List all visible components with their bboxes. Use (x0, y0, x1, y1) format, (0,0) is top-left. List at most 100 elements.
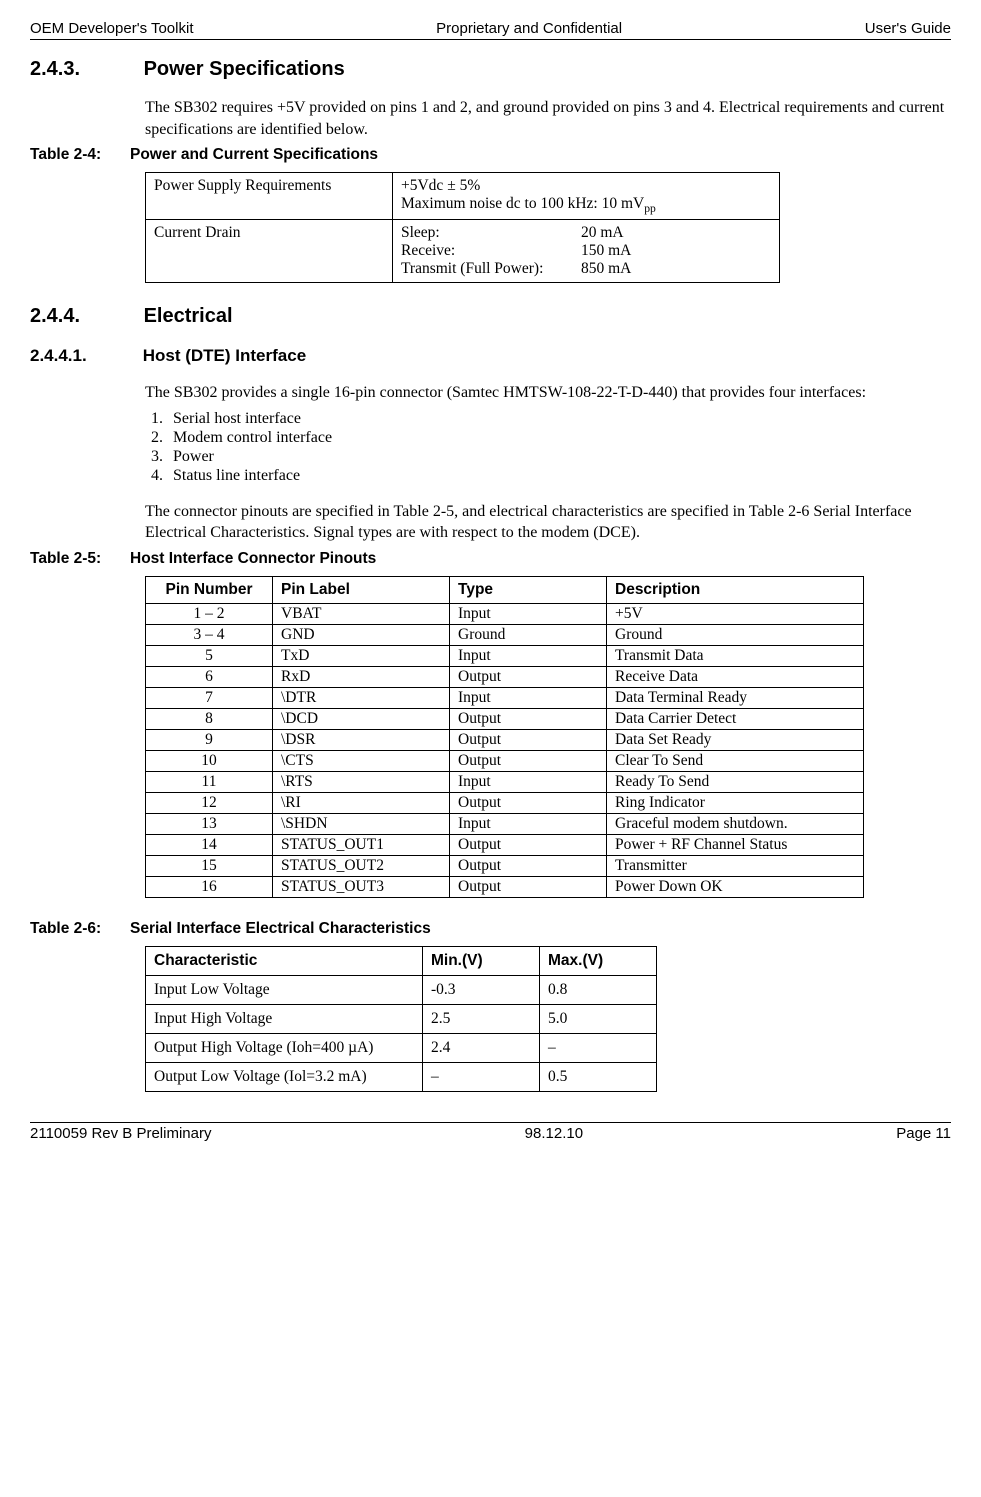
drain-value: 150 mA (581, 242, 771, 260)
table-cell: 3 – 4 (146, 625, 273, 646)
table-cell: Output (450, 877, 607, 898)
table-cell: Input (450, 814, 607, 835)
table-cell: Input Low Voltage (146, 976, 423, 1005)
table-cell: Input (450, 646, 607, 667)
table-row: Output Low Voltage (Iol=3.2 mA)–0.5 (146, 1063, 657, 1092)
table-cell: \DSR (273, 730, 450, 751)
header-right: User's Guide (865, 20, 951, 37)
table-cell: Output (450, 835, 607, 856)
column-header: Pin Number (146, 577, 273, 604)
table-label: Table 2-6: (30, 920, 130, 938)
table-row: 5TxDInputTransmit Data (146, 646, 864, 667)
page-header: OEM Developer's Toolkit Proprietary and … (30, 20, 951, 40)
footer-left: 2110059 Rev B Preliminary (30, 1125, 211, 1142)
table-cell: +5V (607, 604, 864, 625)
subscript: pp (644, 202, 656, 215)
heading-2-4-3: 2.4.3. Power Specifications (30, 58, 951, 81)
column-header: Max.(V) (540, 947, 657, 976)
drain-value: 20 mA (581, 224, 771, 242)
table-row: 11\RTSInputReady To Send (146, 772, 864, 793)
table-cell: Power Down OK (607, 877, 864, 898)
table-cell: 1 – 2 (146, 604, 273, 625)
table-cell: Output (450, 751, 607, 772)
table-row: 9\DSROutputData Set Ready (146, 730, 864, 751)
table-title: Host Interface Connector Pinouts (130, 550, 376, 568)
table-cell: \RI (273, 793, 450, 814)
table-2-4: Power Supply Requirements +5Vdc ± 5% Max… (145, 172, 780, 283)
table-row: Output High Voltage (Ioh=400 µA)2.4– (146, 1034, 657, 1063)
table-cell: TxD (273, 646, 450, 667)
column-header: Description (607, 577, 864, 604)
table-cell: Receive Data (607, 667, 864, 688)
table-row: Current Drain Sleep:20 mAReceive:150 mAT… (146, 220, 780, 283)
table-cell: GND (273, 625, 450, 646)
heading-2-4-4-1: 2.4.4.1. Host (DTE) Interface (30, 346, 951, 366)
table-cell: Transmitter (607, 856, 864, 877)
heading-2-4-4: 2.4.4. Electrical (30, 305, 951, 328)
table-row: Input High Voltage2.55.0 (146, 1005, 657, 1034)
footer-right: Page 11 (896, 1125, 951, 1142)
table-cell: 9 (146, 730, 273, 751)
table-cell: STATUS_OUT3 (273, 877, 450, 898)
table-cell: Data Carrier Detect (607, 709, 864, 730)
table-cell: 5 (146, 646, 273, 667)
heading-number: 2.4.3. (30, 58, 138, 81)
table-cell: 14 (146, 835, 273, 856)
table-cell: 7 (146, 688, 273, 709)
table-header-row: Pin NumberPin LabelTypeDescription (146, 577, 864, 604)
footer-center: 98.12.10 (525, 1125, 583, 1142)
table-cell: 16 (146, 877, 273, 898)
table-cell: Data Terminal Ready (607, 688, 864, 709)
table-cell: 2.5 (423, 1005, 540, 1034)
column-header: Min.(V) (423, 947, 540, 976)
list-item: Modem control interface (167, 429, 951, 447)
table-cell: \CTS (273, 751, 450, 772)
table-label: Table 2-4: (30, 146, 130, 164)
drain-value: 850 mA (581, 260, 771, 278)
table-2-4-caption: Table 2-4: Power and Current Specificati… (30, 146, 951, 164)
table-cell: 8 (146, 709, 273, 730)
table-cell: Ground (607, 625, 864, 646)
table-cell: Power + RF Channel Status (607, 835, 864, 856)
table-row: 3 – 4GNDGroundGround (146, 625, 864, 646)
table-row: 6RxDOutputReceive Data (146, 667, 864, 688)
table-row: 14STATUS_OUT1OutputPower + RF Channel St… (146, 835, 864, 856)
table-cell: – (540, 1034, 657, 1063)
table-row: Input Low Voltage-0.30.8 (146, 976, 657, 1005)
table-cell: \DTR (273, 688, 450, 709)
table-cell: 0.5 (540, 1063, 657, 1092)
table-cell: -0.3 (423, 976, 540, 1005)
table-cell: Output (450, 667, 607, 688)
table-cell: \RTS (273, 772, 450, 793)
table-2-6: CharacteristicMin.(V)Max.(V)Input Low Vo… (145, 946, 657, 1092)
table-2-5: Pin NumberPin LabelTypeDescription1 – 2V… (145, 576, 864, 898)
heading-number: 2.4.4.1. (30, 346, 138, 366)
cell-label: Current Drain (146, 220, 393, 283)
page-footer: 2110059 Rev B Preliminary 98.12.10 Page … (30, 1122, 951, 1142)
table-title: Power and Current Specifications (130, 146, 378, 164)
para-power-spec: The SB302 requires +5V provided on pins … (145, 97, 951, 140)
table-cell: VBAT (273, 604, 450, 625)
table-cell: Output Low Voltage (Iol=3.2 mA) (146, 1063, 423, 1092)
table-cell: 2.4 (423, 1034, 540, 1063)
list-item: Power (167, 448, 951, 466)
table-cell: Data Set Ready (607, 730, 864, 751)
table-cell: \SHDN (273, 814, 450, 835)
table-cell: 15 (146, 856, 273, 877)
table-header-row: CharacteristicMin.(V)Max.(V) (146, 947, 657, 976)
table-cell: 11 (146, 772, 273, 793)
table-row: 10\CTSOutputClear To Send (146, 751, 864, 772)
text: +5Vdc ± 5% (401, 177, 480, 194)
drain-key: Transmit (Full Power): (401, 260, 581, 278)
heading-number: 2.4.4. (30, 305, 138, 328)
table-2-6-caption: Table 2-6: Serial Interface Electrical C… (30, 920, 951, 938)
table-cell: Ready To Send (607, 772, 864, 793)
table-title: Serial Interface Electrical Characterist… (130, 920, 431, 938)
table-row: 8\DCDOutputData Carrier Detect (146, 709, 864, 730)
cell-value: +5Vdc ± 5% Maximum noise dc to 100 kHz: … (393, 173, 780, 220)
table-cell: STATUS_OUT1 (273, 835, 450, 856)
table-row: 12\RIOutputRing Indicator (146, 793, 864, 814)
table-row: 7\DTRInputData Terminal Ready (146, 688, 864, 709)
header-left: OEM Developer's Toolkit (30, 20, 193, 37)
table-cell: Output (450, 856, 607, 877)
